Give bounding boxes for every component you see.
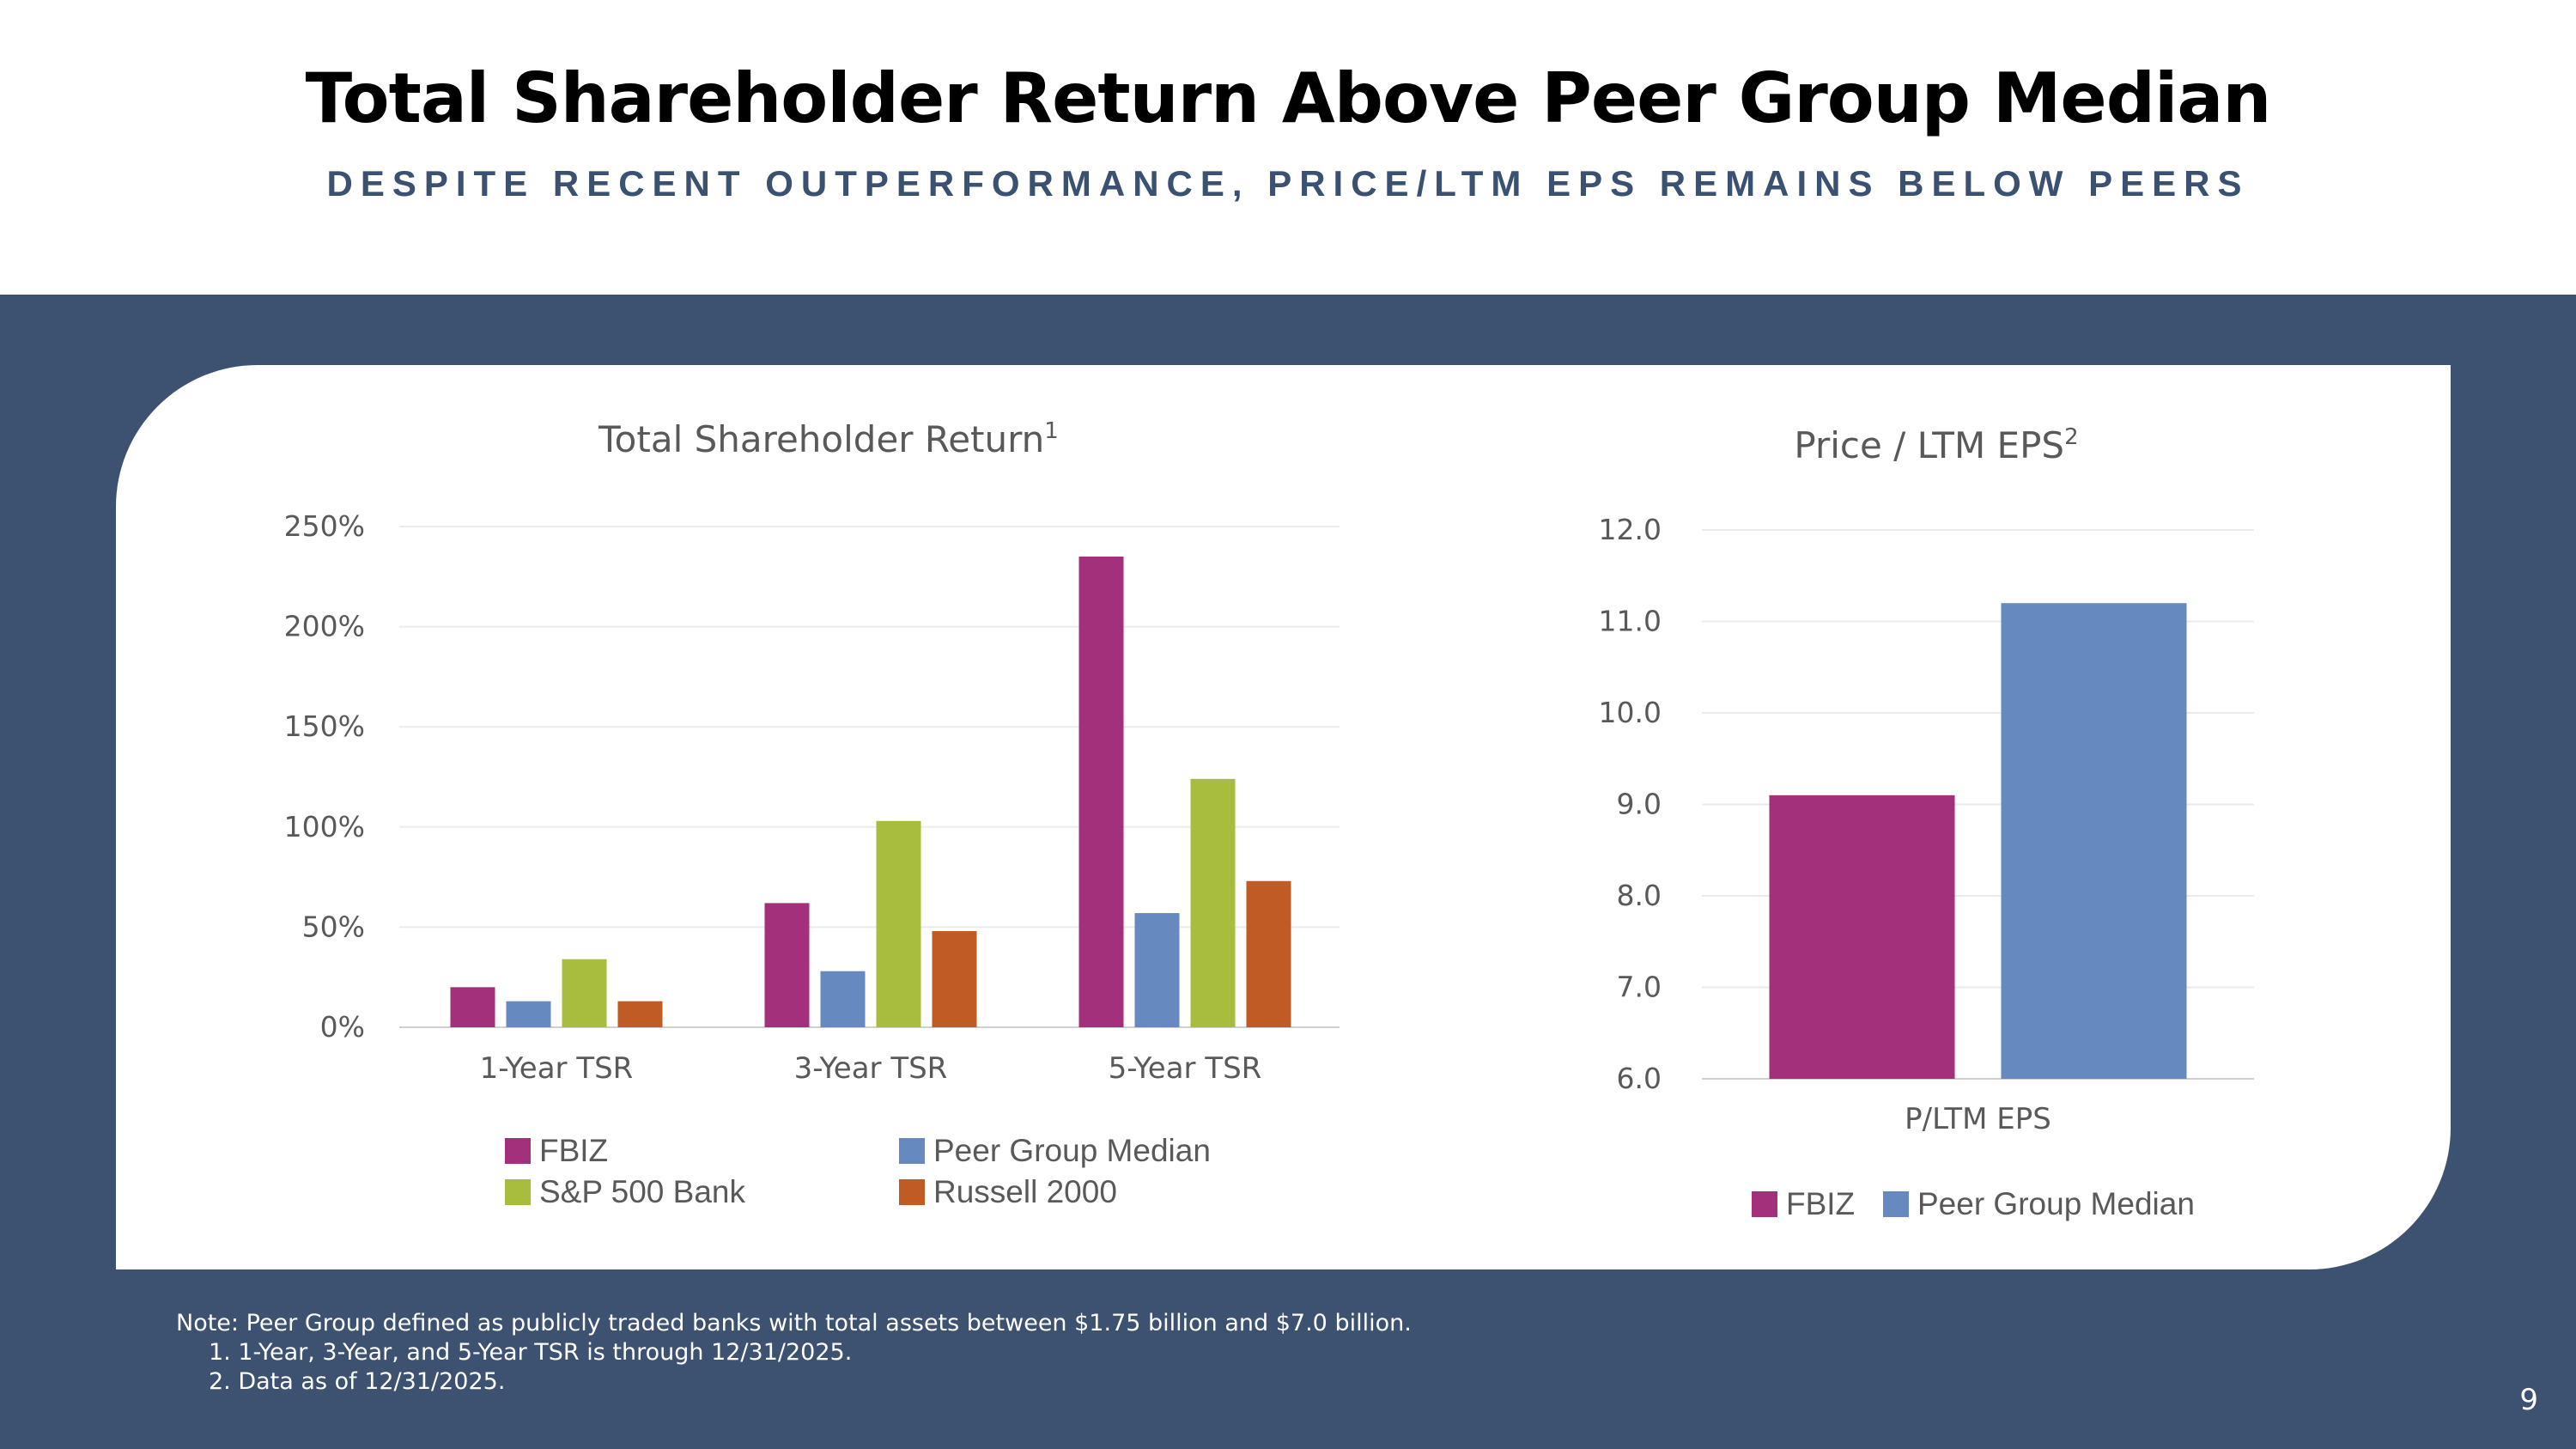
y-tick-label: 250% xyxy=(284,509,365,543)
legend-swatch xyxy=(1883,1191,1909,1217)
bar-s-p-500-bank-3 xyxy=(1190,778,1236,1027)
y-tick-label: 7.0 xyxy=(1617,971,1662,1004)
footnotes: Note: Peer Group defined as publicly tra… xyxy=(176,1309,1412,1397)
footnote-2: 2. Data as of 12/31/2025. xyxy=(209,1368,506,1395)
y-tick-label: 150% xyxy=(284,709,365,743)
bar-peer-group-median-2 xyxy=(820,971,866,1027)
y-tick-label: 0% xyxy=(320,1010,365,1044)
y-tick-label: 9.0 xyxy=(1617,788,1662,821)
y-tick-label: 50% xyxy=(302,910,365,943)
legend-swatch xyxy=(899,1179,925,1205)
bar-fbiz-1 xyxy=(1769,795,1955,1079)
legend-swatch xyxy=(899,1138,925,1164)
bar-peer-group-median-1 xyxy=(506,1001,551,1027)
legend-swatch xyxy=(505,1179,531,1205)
y-tick-label: 6.0 xyxy=(1617,1062,1662,1095)
bar-fbiz-2 xyxy=(764,903,810,1027)
legend-label: Russell 2000 xyxy=(933,1174,1117,1209)
page-number: 9 xyxy=(2519,1383,2538,1417)
bar-s-p-500-bank-1 xyxy=(562,959,607,1027)
footnote-peer-group: Note: Peer Group defined as publicly tra… xyxy=(176,1310,1412,1336)
y-tick-label: 10.0 xyxy=(1599,696,1662,729)
legend-swatch xyxy=(1752,1191,1777,1217)
legend-label: S&P 500 Bank xyxy=(539,1174,745,1209)
y-tick-label: 100% xyxy=(284,810,365,843)
category-label: 1-Year TSR xyxy=(480,1051,634,1086)
slide-subtitle: DESPITE RECENT OUTPERFORMANCE, PRICE/LTM… xyxy=(326,163,2250,204)
chart-title-2: Price / LTM EPS2 xyxy=(1794,424,2078,466)
y-tick-label: 12.0 xyxy=(1599,513,1662,546)
y-tick-label: 200% xyxy=(284,610,365,643)
legend-label: FBIZ xyxy=(539,1133,608,1168)
bar-s-p-500-bank-2 xyxy=(876,820,921,1027)
y-tick-label: 11.0 xyxy=(1599,605,1662,638)
legend-swatch xyxy=(505,1138,531,1164)
slide-title: Total Shareholder Return Above Peer Grou… xyxy=(305,58,2272,138)
bar-fbiz-1 xyxy=(450,987,495,1027)
bar-russell-2000-3 xyxy=(1246,880,1291,1027)
category-label: P/LTM EPS xyxy=(1905,1102,2051,1136)
bar-russell-2000-2 xyxy=(932,931,977,1027)
bar-peer-group-median-1 xyxy=(2001,603,2187,1079)
chart-title-1: Total Shareholder Return1 xyxy=(598,418,1059,460)
bar-peer-group-median-3 xyxy=(1134,913,1180,1027)
category-label: 3-Year TSR xyxy=(794,1051,948,1086)
legend-label: Peer Group Median xyxy=(1917,1186,2195,1221)
bar-russell-2000-1 xyxy=(617,1001,663,1027)
category-label: 5-Year TSR xyxy=(1109,1051,1262,1086)
legend-label: Peer Group Median xyxy=(933,1133,1211,1168)
slide-header: Total Shareholder Return Above Peer Grou… xyxy=(0,0,2576,295)
bar-fbiz-3 xyxy=(1078,556,1124,1027)
y-tick-label: 8.0 xyxy=(1617,879,1662,912)
footnote-1: 1. 1-Year, 3-Year, and 5-Year TSR is thr… xyxy=(209,1339,853,1366)
legend-label: FBIZ xyxy=(1786,1186,1855,1221)
